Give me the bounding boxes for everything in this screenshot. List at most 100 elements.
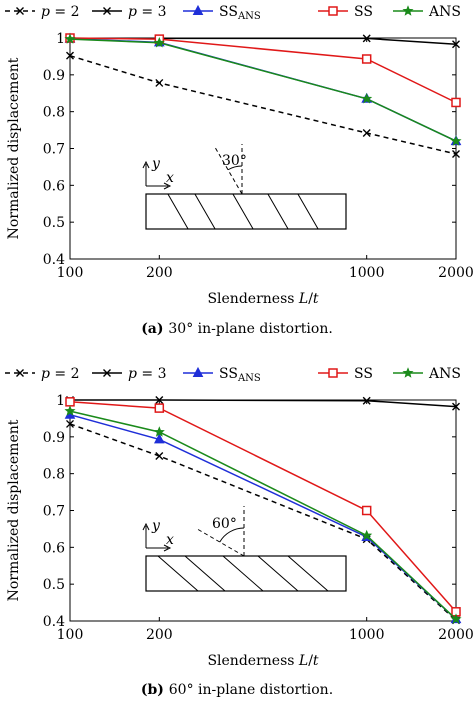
legend-label: SSANS [219, 4, 261, 22]
x-tick-label: 1000 [349, 627, 385, 643]
y-tick-label: 0.5 [43, 215, 65, 231]
legend-marker [103, 369, 111, 377]
inset-sketch: yx 60° [142, 506, 347, 592]
y-tick-label: 0.8 [43, 467, 65, 483]
inset-box [145, 555, 347, 592]
y-tick-label: 0.9 [43, 68, 65, 84]
data-point [65, 397, 75, 407]
x-tick-label: 1000 [349, 265, 385, 281]
inset-angle-label: 30° [222, 153, 247, 169]
inset-hatch [157, 555, 199, 592]
inset-hatch [167, 193, 189, 230]
y-tick-label: 0.9 [43, 430, 65, 446]
caption: (b) 60° in-plane distortion. [141, 682, 333, 698]
inset-hatch [194, 193, 216, 230]
chart-a: 0.4 0.5 0.6 0.7 0.8 0.9 1 100 200 1000 2000 Slender… [5, 4, 474, 337]
inset-hatch [287, 555, 329, 592]
x-axis-label: Slenderness L/t [207, 653, 318, 669]
legend-marker [192, 4, 204, 15]
legend-marker [103, 7, 111, 15]
y-tick-label: 0.6 [43, 178, 65, 194]
y-tick-label: 0.5 [43, 577, 65, 593]
series-ss-ans [64, 32, 462, 146]
series-line [70, 399, 457, 408]
legend-label: p = 3 [128, 366, 167, 382]
inset-y-arrow [142, 160, 150, 169]
series-ans [64, 33, 462, 146]
inset-x-label: x [166, 170, 174, 186]
data-point [154, 403, 165, 413]
series-line [69, 37, 457, 142]
series-line [69, 37, 457, 104]
inset-x-arrow [163, 544, 172, 552]
data-point [361, 505, 372, 516]
data-point [451, 97, 461, 108]
y-tick-label: 0.7 [43, 142, 65, 158]
legend-label: SS [354, 366, 373, 382]
inset-y-label: y [151, 518, 161, 534]
inset-hatch [184, 555, 226, 592]
data-point [362, 129, 371, 138]
y-axis-label: Normalized displacement [6, 57, 22, 239]
x-tick-label: 100 [57, 265, 84, 281]
y-tick-label: 0.8 [43, 105, 65, 121]
series-line [69, 410, 457, 620]
series-line [69, 423, 457, 621]
data-point [155, 451, 164, 460]
data-point [450, 613, 462, 624]
y-axis-label: Normalized displacement [6, 419, 22, 601]
series-line [69, 38, 457, 142]
y-tick-label: 0.7 [43, 504, 65, 520]
legend-marker [328, 6, 338, 16]
legend-label: SS [354, 4, 373, 20]
inset-hatch [222, 555, 264, 592]
data-point [153, 433, 165, 444]
legend-marker [192, 366, 204, 377]
inset-hatch [297, 193, 319, 230]
x-tick-label: 200 [146, 265, 173, 281]
y-tick-label: 0.4 [43, 614, 65, 630]
data-point [64, 33, 76, 44]
inset-y-arrow [142, 522, 150, 531]
legend-label: SSANS [219, 366, 261, 384]
inset-angle-label: 60° [212, 516, 237, 532]
x-tick-label: 200 [146, 627, 173, 643]
data-point [153, 426, 165, 437]
series-p-2 [66, 51, 460, 159]
series-p-3 [66, 396, 460, 411]
y-tick-label: 1 [56, 393, 65, 409]
legend-marker [402, 367, 414, 378]
series-ans [64, 405, 462, 624]
data-point [66, 51, 74, 60]
inset-angle-arc [219, 527, 245, 543]
data-point [361, 92, 373, 104]
legend-label: p = 3 [128, 4, 167, 20]
inset-angle-line [196, 528, 245, 557]
x-tick-label: 2000 [438, 265, 474, 281]
series-p-2 [66, 419, 460, 625]
data-point [452, 402, 460, 411]
legend-marker [16, 7, 24, 15]
inset-angle-arc [227, 165, 243, 171]
legend-marker [402, 5, 414, 16]
inset-hatch [267, 193, 289, 230]
inset-y-label: y [151, 156, 161, 172]
data-point [153, 36, 165, 48]
legend-label: ANS [428, 366, 461, 382]
legend-label: p = 2 [41, 4, 80, 20]
data-point [66, 419, 74, 428]
inset-sketch: yx 30° [142, 144, 347, 230]
x-tick-label: 2000 [438, 627, 474, 643]
data-point [361, 54, 372, 64]
legend-marker [328, 368, 338, 378]
x-axis-label: Slenderness L/t [207, 291, 318, 307]
series-line [69, 401, 457, 613]
y-tick-label: 1 [56, 31, 65, 47]
legend-label: ANS [428, 4, 461, 20]
chart-b: 0.4 0.5 0.6 0.7 0.8 0.9 1 100 200 1000 2000 Slender… [5, 366, 474, 698]
caption: (a) 30° in-plane distortion. [141, 321, 333, 337]
inset-box [145, 193, 347, 230]
